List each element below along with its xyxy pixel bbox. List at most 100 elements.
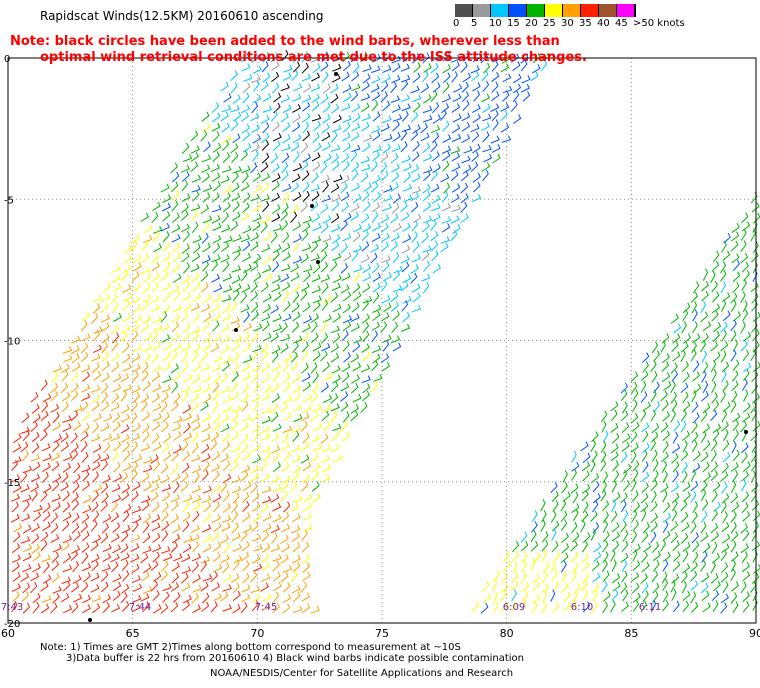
wind-barb: [170, 601, 179, 613]
wind-barb: [82, 494, 92, 504]
wind-barb: [80, 440, 88, 453]
wind-barb: [251, 600, 259, 612]
wind-barb: [682, 371, 690, 383]
wind-barb: [710, 470, 719, 481]
wind-barb: [491, 144, 501, 153]
wind-barb: [51, 371, 59, 383]
wind-barb: [660, 340, 666, 353]
wind-barb: [220, 81, 229, 92]
wind-barb: [291, 424, 301, 434]
wind-barb: [92, 303, 101, 314]
wind-barb: [330, 403, 340, 412]
wind-barb: [482, 62, 491, 74]
wind-barb: [352, 193, 362, 204]
wind-barb: [681, 563, 691, 574]
wind-barb: [702, 439, 711, 451]
wind-barb: [241, 400, 249, 412]
wind-barb: [182, 511, 191, 523]
wind-barb: [621, 540, 629, 553]
wind-barb: [182, 280, 190, 292]
wind-barb: [721, 370, 727, 383]
wind-barb: [261, 552, 270, 563]
wind-barb: [651, 370, 658, 383]
wind-barb: [302, 101, 311, 112]
wind-barb: [320, 93, 329, 104]
wind-barb: [302, 381, 311, 392]
color-swatch: [491, 4, 509, 17]
wind-barb: [302, 571, 311, 582]
wind-barb: [242, 560, 250, 572]
wind-barb: [93, 329, 100, 342]
wind-barb: [170, 363, 179, 374]
wind-barb: [481, 70, 489, 82]
wind-barb: [120, 324, 130, 334]
wind-barb: [641, 531, 649, 543]
wind-barb: [712, 501, 721, 512]
wind-barb: [740, 290, 746, 304]
wind-barb: [653, 401, 660, 413]
wind-barb: [710, 461, 719, 473]
wind-barb: [700, 510, 708, 523]
color-scale-labels: 0 5 10 15 20 25 30 35 40 45 >50 knots: [453, 17, 685, 31]
wind-barb: [732, 412, 741, 423]
wind-barb: [741, 470, 749, 482]
wind-barb: [742, 349, 750, 362]
wind-barb: [382, 100, 391, 111]
wind-barb: [500, 572, 508, 584]
wind-barb: [742, 600, 750, 613]
wind-barb: [751, 382, 758, 394]
wind-barb: [121, 483, 131, 494]
wind-barb: [292, 494, 303, 503]
wind-barb: [301, 62, 309, 74]
wind-barb: [721, 329, 727, 342]
wind-barb: [171, 572, 180, 584]
wind-barb: [143, 513, 152, 524]
wind-barb: [241, 541, 250, 552]
wind-barb: [673, 420, 681, 432]
wind-barb: [370, 160, 378, 172]
wind-barb: [81, 464, 91, 473]
wind-barb: [343, 251, 352, 262]
color-swatch: [527, 4, 545, 17]
wind-barb: [702, 423, 711, 434]
wind-barb: [152, 315, 162, 324]
wind-barb: [70, 449, 79, 461]
wind-barb: [562, 601, 572, 612]
wind-barb: [732, 281, 740, 294]
wind-barb: [221, 212, 229, 224]
wind-barb: [202, 221, 210, 233]
wind-barb: [621, 401, 628, 414]
wind-barb: [620, 492, 628, 504]
wind-barb: [401, 103, 411, 112]
wind-barb: [222, 303, 231, 314]
wind-barb: [332, 252, 342, 261]
wind-barb: [211, 514, 221, 523]
wind-barb: [622, 589, 629, 602]
wind-barb: [692, 333, 701, 344]
wind-barb: [512, 540, 520, 553]
wind-barb: [752, 341, 760, 353]
wind-barb: [260, 114, 270, 124]
wind-barb: [611, 559, 617, 572]
wind-barb: [411, 254, 421, 263]
wind-barb: [161, 442, 170, 454]
wind-barb: [270, 474, 280, 484]
wind-barb: [352, 231, 361, 243]
wind-barb: [90, 572, 100, 582]
wind-barb: [160, 570, 168, 582]
wind-barb: [240, 234, 251, 243]
wind-barb: [121, 559, 129, 571]
wind-barb: [101, 333, 110, 344]
wind-barb: [121, 490, 130, 501]
wind-barb: [261, 61, 269, 73]
wind-barb: [311, 470, 320, 481]
wind-barb: [340, 262, 349, 274]
wind-barb: [233, 555, 243, 564]
wind-barb: [133, 454, 143, 463]
wind-barb: [110, 501, 118, 513]
wind-barb: [412, 124, 421, 134]
wind-barb: [331, 431, 340, 442]
wind-barb: [730, 330, 737, 342]
wind-barb: [222, 604, 232, 612]
wind-barb: [292, 311, 301, 322]
